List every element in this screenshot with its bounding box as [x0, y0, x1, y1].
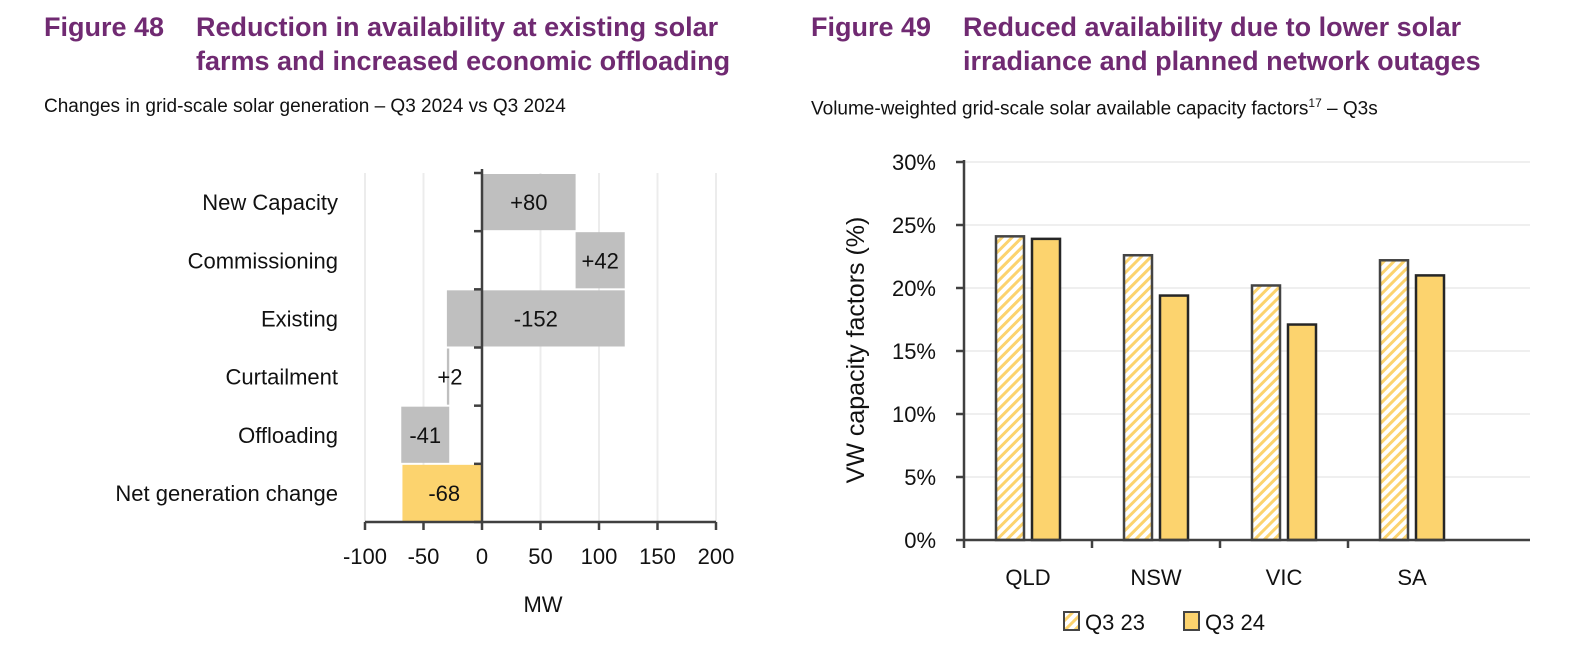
category-label: SA: [1397, 565, 1427, 590]
footnote-marker: 17: [1308, 96, 1322, 110]
x-tick-label: -100: [343, 544, 387, 569]
figure-48-title-line1: Reduction in availability at existing so…: [196, 12, 719, 42]
y-tick-label: 15%: [892, 339, 936, 364]
figure-49-subtitle-tail: – Q3s: [1321, 98, 1378, 120]
data-label: +80: [510, 190, 547, 215]
y-tick-label: 0%: [904, 528, 936, 553]
x-tick-label: 200: [698, 544, 735, 569]
bar-qld-q3-24: [1030, 237, 1062, 542]
legend-swatch: [1183, 611, 1200, 631]
x-tick-label: 50: [528, 544, 552, 569]
y-tick-label: 20%: [892, 276, 936, 301]
figure-49-subtitle-text: Volume-weighted grid-scale solar availab…: [811, 98, 1309, 120]
bar-sa-q3-23: [1378, 259, 1410, 542]
capacity-factor-chart: 0% 5% 10% 15% 20% 25% 30% QLD NSW VIC SA VW capacit…: [842, 150, 1530, 635]
figure-49-title-line1: Reduced availability due to lower solar: [963, 12, 1462, 42]
figure-48-subtitle: Changes in grid-scale solar generation –…: [44, 96, 566, 117]
category-label: Existing: [261, 306, 338, 331]
y-tick-label: 5%: [904, 465, 936, 490]
y-tick-label: 25%: [892, 213, 936, 238]
x-tick-label: 100: [581, 544, 618, 569]
x-axis-title: MW: [523, 592, 562, 617]
figure-49-subtitle: Volume-weighted grid-scale solar availab…: [811, 96, 1378, 120]
bar-existing: [446, 290, 625, 347]
bar-net-generation-change: [402, 464, 482, 521]
bar-commissioning: [575, 232, 625, 289]
figure-48-number: Figure 48: [44, 12, 165, 42]
bar-qld-q3-23: [994, 235, 1026, 542]
data-label: -68: [428, 481, 460, 506]
data-label: -41: [409, 423, 441, 448]
category-label: NSW: [1130, 565, 1182, 590]
bar-curtailment: [446, 348, 450, 405]
figure-48-title-line2: farms and increased economic offloading: [196, 46, 731, 76]
data-label: +2: [437, 365, 462, 390]
figure-49-number: Figure 49: [811, 12, 932, 42]
waterfall-chart: +80 New Capacity +42 Commissioning -152 Exist…: [115, 169, 734, 617]
y-tick-label: 10%: [892, 402, 936, 427]
category-label: Curtailment: [226, 365, 338, 390]
legend-label: Q3 23: [1085, 610, 1145, 635]
bar-nsw-q3-23: [1122, 253, 1154, 542]
bar-new-capacity: [482, 174, 576, 231]
category-label: QLD: [1005, 565, 1050, 590]
bar-offloading: [401, 406, 450, 463]
category-label: Offloading: [238, 423, 338, 448]
category-label: Commissioning: [188, 248, 338, 273]
bar-vic-q3-23: [1250, 284, 1282, 542]
y-axis-title: VW capacity factors (%): [842, 217, 870, 484]
category-label: Net generation change: [115, 481, 338, 506]
legend-swatch: [1063, 611, 1080, 631]
category-label: New Capacity: [202, 190, 338, 215]
y-tick-label: 30%: [892, 150, 936, 175]
x-tick-label: 0: [476, 544, 488, 569]
data-label: +42: [582, 248, 619, 273]
category-label: VIC: [1266, 565, 1303, 590]
legend-label: Q3 24: [1205, 610, 1265, 635]
bar-sa-q3-24: [1414, 274, 1446, 542]
data-label: -152: [514, 306, 558, 331]
figure-49-title-line2: irradiance and planned network outages: [963, 46, 1481, 76]
x-tick-label: -50: [408, 544, 440, 569]
x-tick-label: 150: [639, 544, 676, 569]
bar-nsw-q3-24: [1158, 294, 1190, 542]
bar-vic-q3-24: [1286, 323, 1318, 542]
